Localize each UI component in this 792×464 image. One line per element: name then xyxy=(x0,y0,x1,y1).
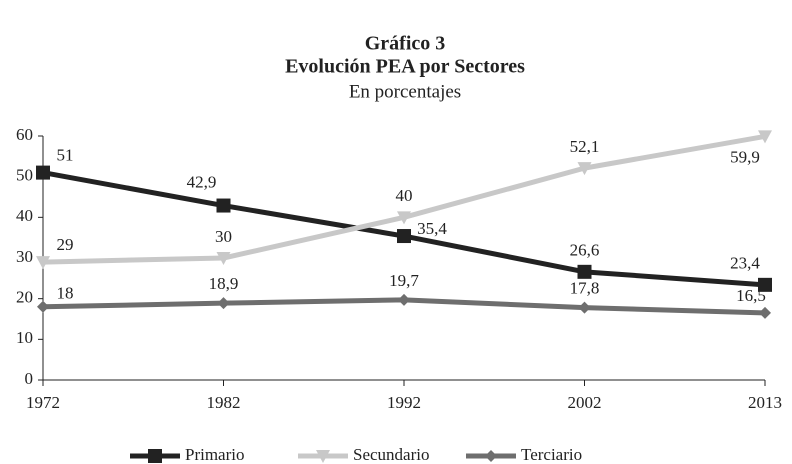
x-tick-label: 1992 xyxy=(387,393,421,412)
data-label: 30 xyxy=(215,227,232,246)
point-marker xyxy=(397,211,411,225)
data-label: 29 xyxy=(57,235,74,254)
data-label: 26,6 xyxy=(570,241,600,260)
point-marker xyxy=(216,252,231,265)
data-label: 16,5 xyxy=(736,286,766,305)
chart-title: Gráfico 3 xyxy=(365,33,446,55)
x-tick-label: 1982 xyxy=(207,393,241,412)
data-label: 52,1 xyxy=(570,137,600,156)
chart-subtitle: Evolución PEA por Sectores xyxy=(285,56,525,78)
point-marker xyxy=(217,297,230,310)
data-label: 18,9 xyxy=(209,274,239,293)
legend-marker xyxy=(316,450,330,463)
point-marker xyxy=(577,162,592,176)
point-marker xyxy=(216,198,231,213)
point-marker xyxy=(36,256,50,270)
data-label: 18 xyxy=(57,284,74,303)
point-marker xyxy=(758,130,772,144)
point-marker xyxy=(36,165,50,180)
data-label: 42,9 xyxy=(187,172,217,191)
data-label: 35,4 xyxy=(417,219,447,238)
data-label: 59,9 xyxy=(730,147,760,166)
x-tick-label: 1972 xyxy=(26,393,60,412)
y-tick-label: 0 xyxy=(25,369,34,388)
y-tick-label: 40 xyxy=(16,206,33,225)
point-marker xyxy=(578,301,591,314)
point-marker xyxy=(398,293,410,306)
legend-label: Terciario xyxy=(521,445,582,464)
y-tick-label: 60 xyxy=(16,125,33,144)
data-label: 51 xyxy=(57,146,74,165)
x-tick-label: 2013 xyxy=(748,393,782,412)
data-label: 40 xyxy=(396,186,413,205)
legend-marker xyxy=(485,450,497,462)
y-tick-label: 50 xyxy=(16,166,33,185)
legend-label: Secundario xyxy=(353,445,429,464)
legend-label: Primario xyxy=(185,445,245,464)
point-marker xyxy=(37,300,49,313)
point-marker xyxy=(577,264,592,279)
data-label: 19,7 xyxy=(389,271,419,290)
x-tick-label: 2002 xyxy=(568,393,602,412)
data-label: 23,4 xyxy=(730,254,760,273)
units-label: En porcentajes xyxy=(349,81,461,102)
point-marker xyxy=(759,306,771,319)
y-tick-label: 10 xyxy=(16,328,33,347)
point-marker xyxy=(397,229,411,244)
y-tick-label: 20 xyxy=(16,288,33,307)
y-tick-label: 30 xyxy=(16,247,33,266)
legend-marker xyxy=(148,449,162,463)
point-marker xyxy=(758,277,772,292)
data-label: 17,8 xyxy=(570,279,600,298)
